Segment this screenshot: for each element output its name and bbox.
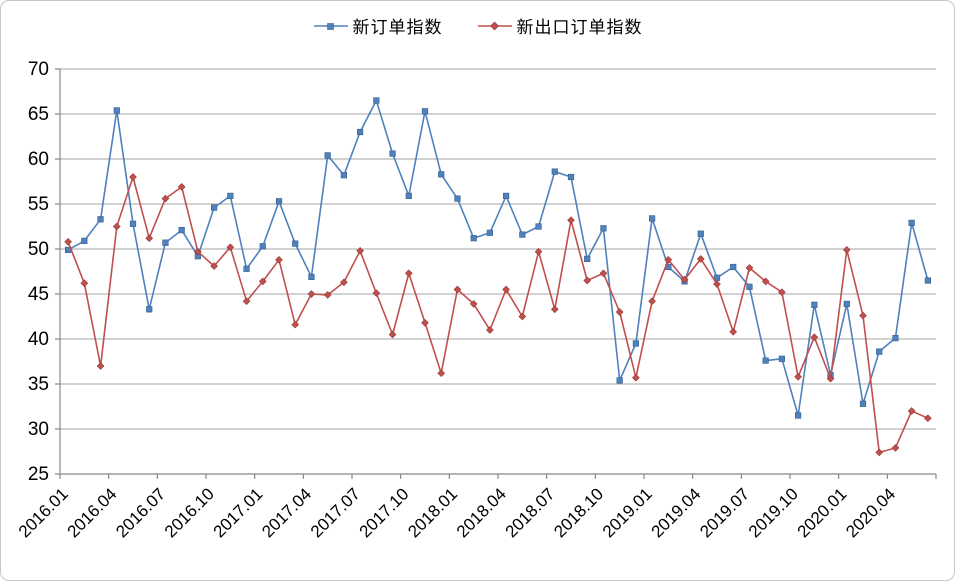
svg-text:25: 25 (28, 464, 49, 485)
svg-text:2019.07: 2019.07 (696, 484, 753, 541)
legend-item-new-export-orders: 新出口订单指数 (477, 13, 643, 38)
svg-text:2017.01: 2017.01 (210, 484, 267, 541)
svg-text:2017.04: 2017.04 (258, 484, 315, 541)
svg-text:65: 65 (28, 104, 49, 125)
svg-text:35: 35 (28, 374, 49, 395)
legend-label-new-orders: 新订单指数 (352, 18, 443, 38)
chart-legend: 新订单指数 新出口订单指数 (1, 13, 954, 38)
svg-text:2019.01: 2019.01 (599, 484, 656, 541)
svg-text:40: 40 (28, 329, 49, 350)
svg-text:2016.01: 2016.01 (15, 484, 72, 541)
svg-text:2016.07: 2016.07 (112, 484, 169, 541)
svg-text:2019.10: 2019.10 (745, 484, 802, 541)
series1-line-square-marker-icon (313, 22, 348, 30)
svg-text:2016.10: 2016.10 (161, 484, 218, 541)
legend-item-new-orders: 新订单指数 (313, 13, 443, 38)
svg-text:2017.10: 2017.10 (356, 484, 413, 541)
svg-text:2018.01: 2018.01 (404, 484, 461, 541)
svg-text:2020.01: 2020.01 (794, 484, 851, 541)
svg-text:50: 50 (28, 239, 49, 260)
svg-text:2018.10: 2018.10 (550, 484, 607, 541)
svg-text:2016.04: 2016.04 (64, 484, 121, 541)
svg-text:55: 55 (28, 194, 49, 215)
legend-label-new-export-orders: 新出口订单指数 (516, 18, 643, 38)
svg-text:2020.04: 2020.04 (842, 484, 899, 541)
svg-text:2018.07: 2018.07 (502, 484, 559, 541)
svg-text:30: 30 (28, 419, 49, 440)
svg-text:45: 45 (28, 284, 49, 305)
svg-text:70: 70 (28, 59, 49, 80)
series2-line-diamond-marker-icon (477, 21, 512, 30)
svg-text:2017.07: 2017.07 (307, 484, 364, 541)
svg-text:2018.04: 2018.04 (453, 484, 510, 541)
svg-text:60: 60 (28, 149, 49, 170)
svg-text:2019.04: 2019.04 (648, 484, 705, 541)
